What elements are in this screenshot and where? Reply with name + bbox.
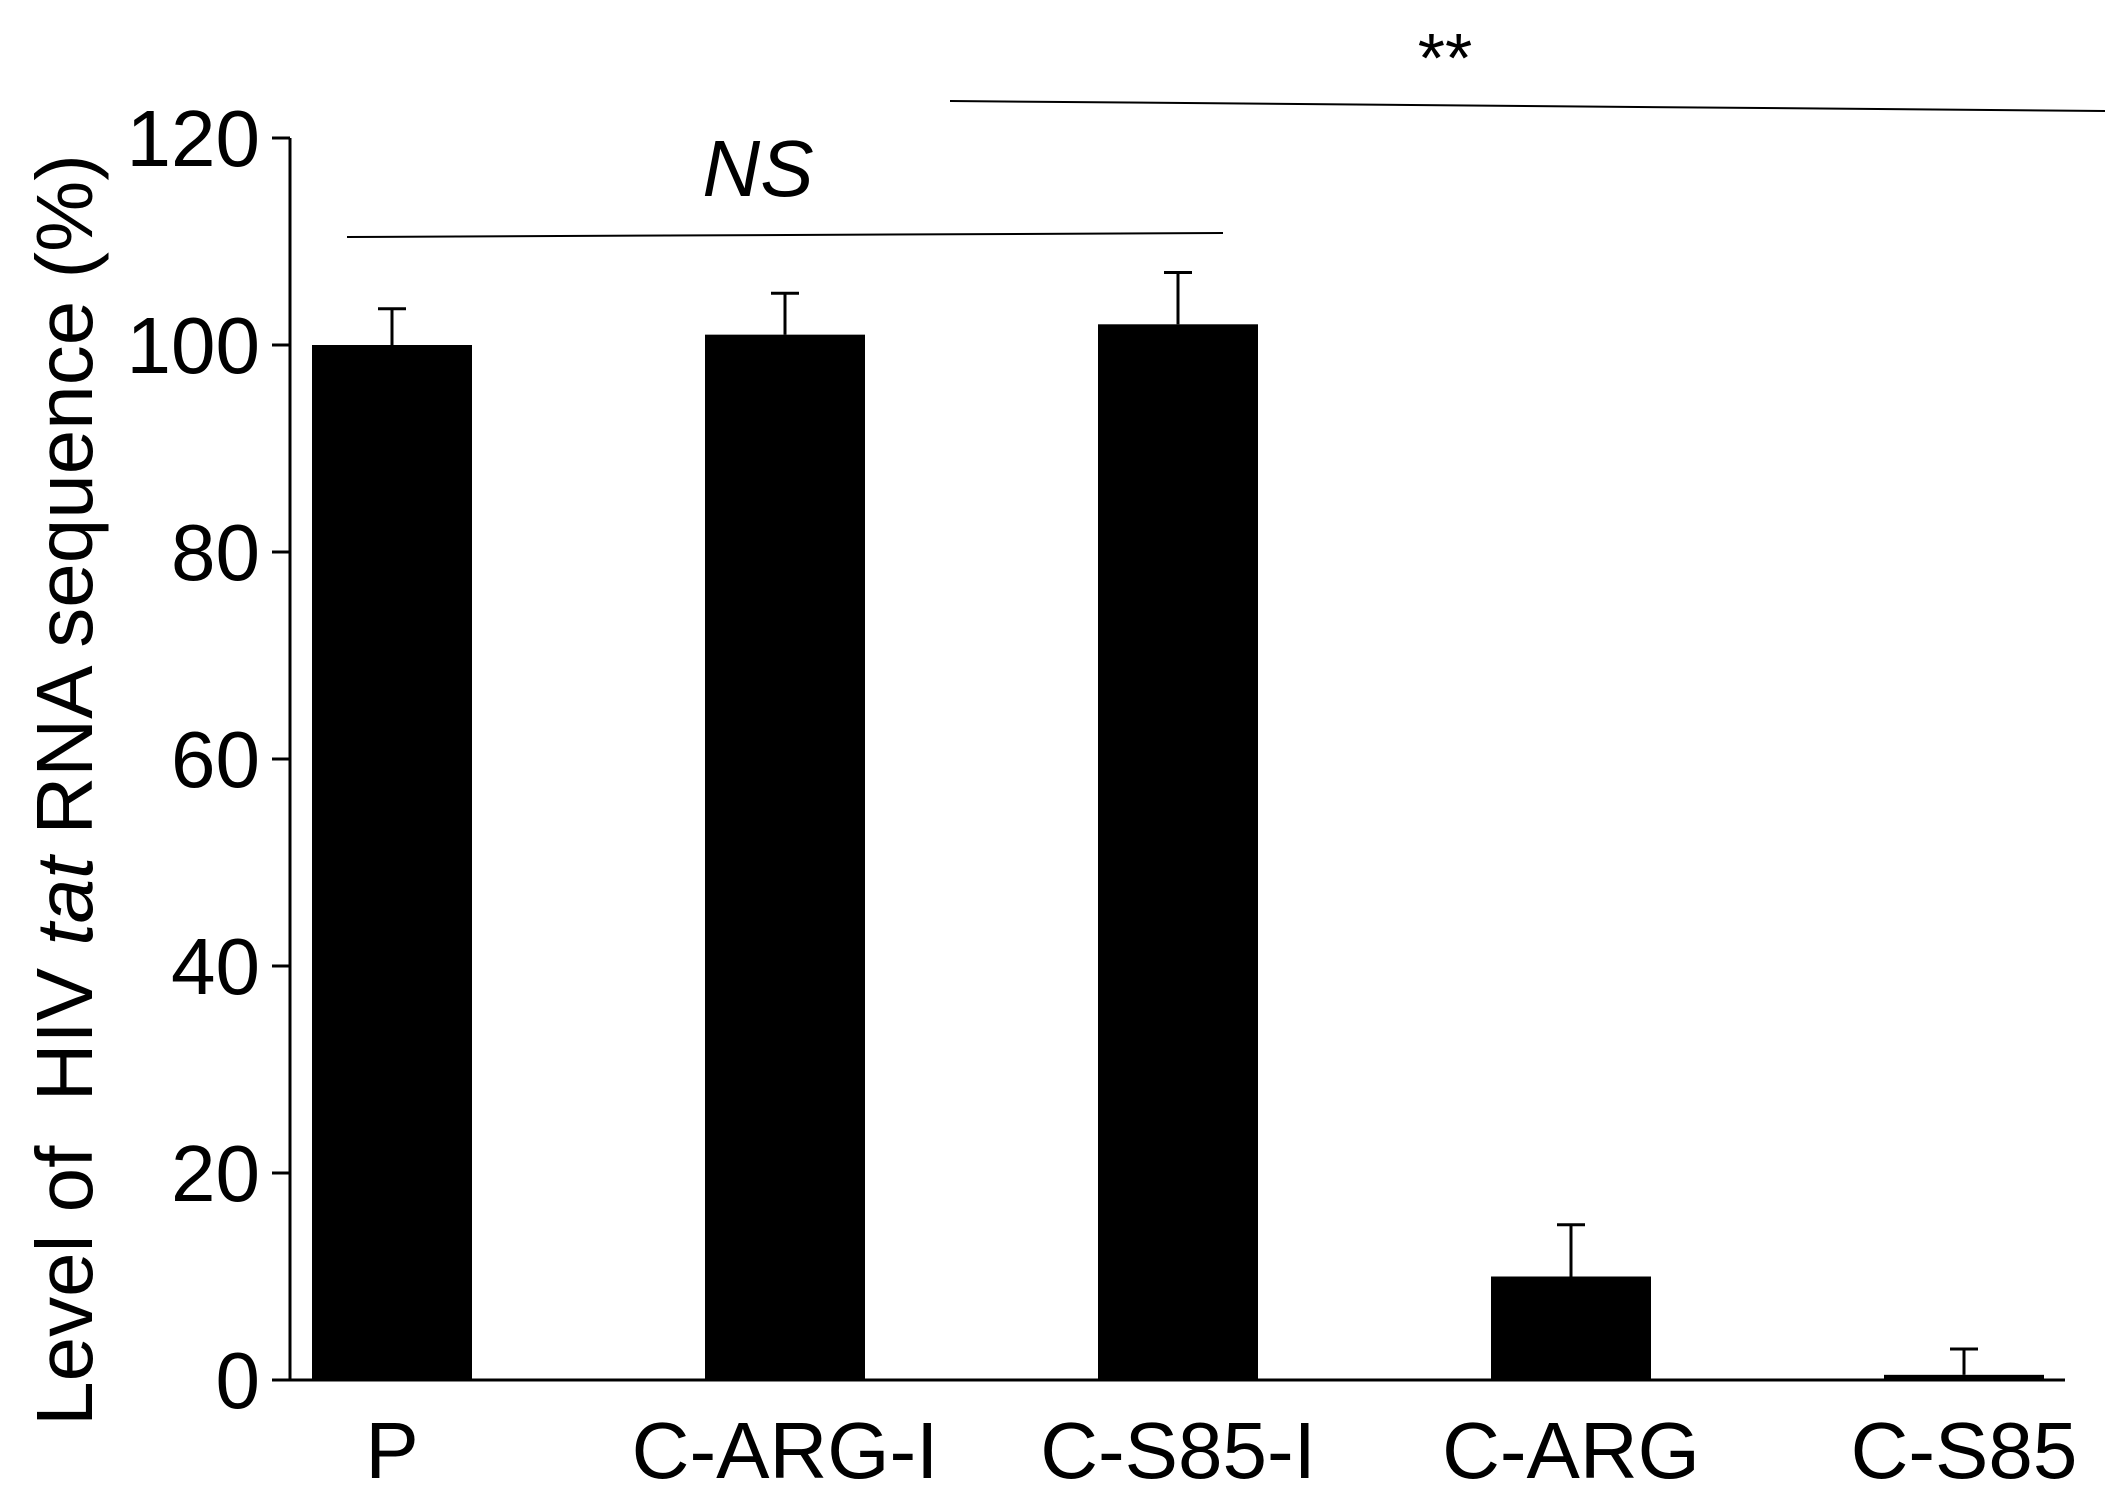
ns-bracket-line [346, 232, 1224, 238]
y-axis-label-prefix: Level of HIV [20, 946, 109, 1426]
bar [705, 334, 865, 1380]
significance-bracket-line [949, 100, 2106, 112]
y-tick-label: 40 [171, 922, 260, 1011]
x-category-label: C-S85-I [1040, 1406, 1316, 1495]
x-category-label: C-ARG [1442, 1406, 1700, 1495]
x-category-label: C-S85 [1851, 1406, 2078, 1495]
y-tick-label: 120 [127, 94, 260, 183]
x-category-label: C-ARG-I [632, 1406, 939, 1495]
ns-label: NS [702, 124, 813, 213]
y-tick-label: 100 [127, 301, 260, 390]
y-tick-label: 80 [171, 508, 260, 597]
y-tick-label: 0 [216, 1336, 261, 1425]
y-axis-label-italic: tat [20, 854, 109, 946]
y-tick-label: 20 [171, 1129, 260, 1218]
x-axis: P C-ARG-I C-S85-I C-ARG C-S85 [290, 1378, 2078, 1495]
bar [1098, 324, 1258, 1380]
y-axis: 0 20 40 60 80 100 120 [127, 94, 292, 1425]
error-bars [378, 271, 1978, 1375]
y-tick-label: 60 [171, 715, 260, 804]
y-axis-label-suffix: RNA sequence (%) [20, 154, 109, 857]
significance-label: ** [1418, 19, 1472, 97]
bar [1491, 1276, 1651, 1380]
significance-annotations: NS ** [346, 19, 2106, 238]
bar [1884, 1374, 2044, 1380]
y-axis-label: Level of HIV tat RNA sequence (%) [20, 154, 109, 1426]
x-category-label: P [365, 1406, 418, 1495]
bar [312, 345, 472, 1380]
bars [312, 324, 2044, 1380]
